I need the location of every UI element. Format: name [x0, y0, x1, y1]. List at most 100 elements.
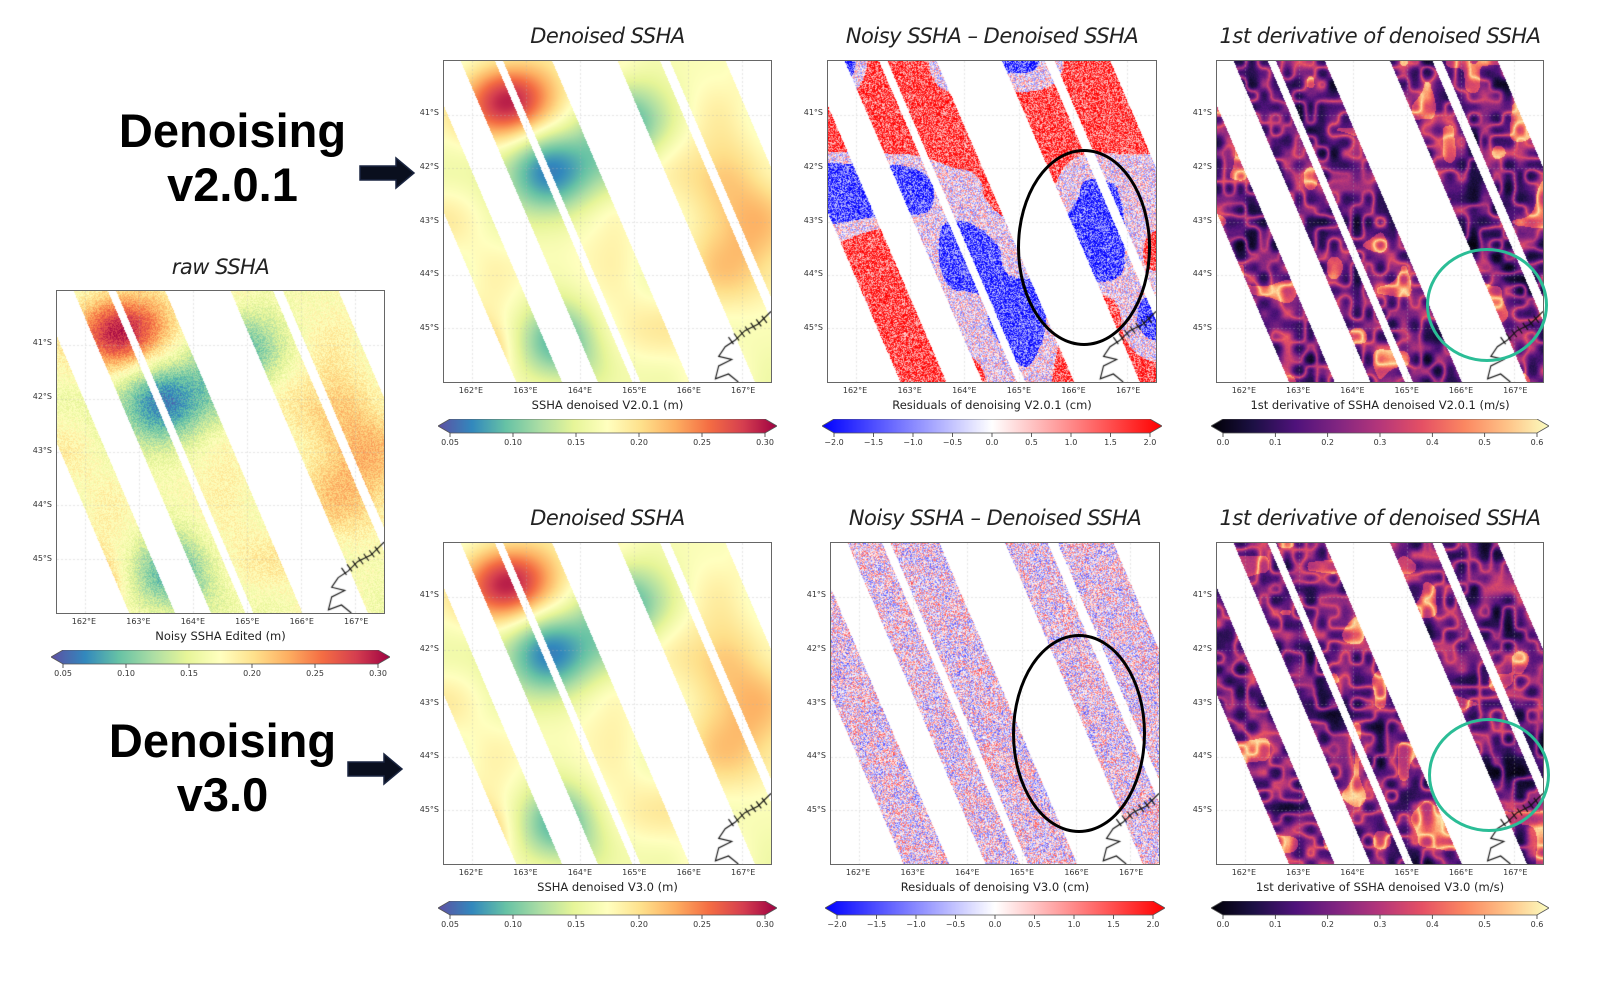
lon-tick-label: 166°E	[289, 617, 314, 626]
lon-tick-label: 164°E	[955, 868, 980, 877]
colorbar-tick-label: 0.15	[567, 438, 585, 447]
colorbar-tick-label: 0.1	[1268, 920, 1282, 929]
lat-tick-label: 42°S	[803, 161, 823, 171]
colorbar-tick-label: 0.05	[441, 920, 459, 929]
colorbar-tick-label: 0.30	[369, 669, 387, 678]
lat-tick-label: 42°S	[1192, 161, 1212, 171]
colorbar-tick-label: 0.25	[693, 920, 711, 929]
colorbar-tick-label: −2.0	[827, 920, 847, 929]
lon-tick-label: 165°E	[622, 868, 647, 877]
lat-tick-label: 45°S	[1192, 322, 1212, 332]
colorbar	[822, 419, 1162, 437]
colorbar-label: Residuals of denoising V3.0 (cm)	[900, 880, 1090, 894]
colorbar-tick-label: 0.20	[630, 438, 648, 447]
lat-tick-label: 42°S	[1192, 643, 1212, 653]
colorbar-tick-label: 0.2	[1321, 920, 1335, 929]
lon-tick-label: 163°E	[513, 386, 538, 395]
colorbar-tick-label: 0.05	[54, 669, 72, 678]
map-image	[831, 543, 1159, 864]
lon-tick-label: 166°E	[676, 386, 701, 395]
lon-tick-label: 165°E	[1394, 868, 1419, 877]
colorbar-tick-label: 0.5	[1028, 920, 1041, 929]
colorbar	[51, 650, 390, 668]
lon-tick-label: 166°E	[1064, 868, 1089, 877]
colorbar-tick-label: 0.3	[1373, 920, 1387, 929]
lon-tick-label: 163°E	[1285, 386, 1311, 395]
map-image	[57, 291, 384, 613]
lat-tick-label: 41°S	[32, 338, 52, 348]
label-denoising-v30: Denoising v3.0	[90, 714, 355, 822]
lat-tick-label: 42°S	[806, 643, 826, 653]
colorbar-tick-label: 2.0	[1146, 920, 1160, 929]
lat-tick-label: 43°S	[1192, 215, 1212, 225]
lon-tick-label: 167°E	[731, 868, 756, 877]
lat-tick-label: 41°S	[803, 108, 823, 118]
colorbar-gradient	[825, 901, 1165, 916]
lat-tick-label: 42°S	[419, 643, 439, 653]
lon-tick-label: 163°E	[1285, 868, 1311, 877]
lat-tick-label: 43°S	[419, 697, 439, 707]
lon-tick-label: 164°E	[1340, 868, 1365, 877]
lat-tick-label: 45°S	[419, 322, 439, 332]
lat-tick-label: 44°S	[1192, 751, 1212, 761]
colorbar-tick-label: 0.0	[988, 920, 1002, 929]
map-image	[444, 61, 771, 382]
colorbar-tick-label: −0.5	[942, 438, 963, 447]
colorbar-tick-label: 0.5	[1478, 438, 1492, 447]
lat-tick-label: 43°S	[806, 697, 826, 707]
lat-tick-label: 44°S	[1192, 269, 1212, 279]
lat-tick-label: 45°S	[806, 804, 826, 814]
colorbar-tick-label: −1.0	[906, 920, 926, 929]
lat-tick-label: 44°S	[806, 751, 826, 761]
lon-tick-label: 163°E	[126, 617, 151, 626]
lat-tick-label: 44°S	[419, 751, 439, 761]
lon-tick-label: 167°E	[731, 386, 756, 395]
lon-tick-label: 166°E	[1061, 386, 1086, 395]
lat-tick-label: 43°S	[419, 215, 439, 225]
arrow-right-icon	[347, 752, 404, 786]
label-denoising-v30-line2: v3.0	[176, 768, 269, 821]
colorbar-label: SSHA denoised V3.0 (m)	[537, 880, 678, 894]
colorbar-tick-label: 0.10	[504, 920, 522, 929]
colorbar-tick-label: 1.0	[1064, 438, 1078, 447]
colorbar-tick-label: −1.5	[863, 438, 884, 447]
lat-tick-label: 41°S	[419, 108, 439, 118]
lon-tick-label: 167°E	[1503, 386, 1528, 395]
colorbar-tick-label: 0.6	[1530, 438, 1544, 447]
lat-tick-label: 44°S	[32, 499, 52, 509]
lat-tick-label: 44°S	[803, 269, 823, 279]
lat-tick-label: 43°S	[32, 446, 52, 455]
lon-tick-label: 164°E	[952, 386, 977, 395]
map-image	[1217, 543, 1543, 864]
colorbar	[438, 419, 777, 437]
map-plot	[56, 290, 385, 614]
lon-tick-label: 162°E	[845, 868, 871, 877]
colorbar-tick-label: 0.30	[756, 920, 774, 929]
colorbar-tick-label: −1.0	[903, 438, 923, 447]
lon-tick-label: 162°E	[842, 386, 868, 395]
colorbar-label: Residuals of denoising V2.0.1 (cm)	[892, 398, 1092, 412]
colorbar-tick-label: 0.5	[1478, 920, 1492, 929]
colorbar-label: SSHA denoised V2.0.1 (m)	[531, 398, 684, 412]
colorbar-tick-label: 0.4	[1425, 438, 1439, 447]
colorbar-tick-label: 0.10	[117, 669, 135, 678]
lat-tick-label: 44°S	[419, 269, 439, 279]
lon-tick-label: 163°E	[900, 868, 925, 877]
map-image	[828, 61, 1156, 382]
colorbar-tick-label: 2.0	[1143, 438, 1157, 447]
lon-tick-label: 166°E	[676, 868, 701, 877]
colorbar-tick-label: 0.10	[504, 438, 522, 447]
panel-title: Denoised SSHA	[530, 24, 685, 48]
lon-tick-label: 165°E	[1006, 386, 1032, 395]
lat-tick-label: 45°S	[1192, 804, 1212, 814]
colorbar-tick-label: 1.5	[1104, 438, 1117, 447]
colorbar-tick-label: 0.15	[180, 669, 198, 678]
colorbar-tick-label: 0.15	[567, 920, 585, 929]
panel-title: Noisy SSHA – Denoised SSHA	[845, 24, 1139, 48]
lon-tick-label: 164°E	[1340, 386, 1365, 395]
lon-tick-label: 164°E	[180, 617, 206, 626]
colorbar-tick-label: −1.5	[866, 920, 887, 929]
colorbar-tick-label: 0.20	[243, 669, 261, 678]
colorbar-tick-label: 0.4	[1425, 920, 1439, 929]
label-denoising-v201-line2: v2.0.1	[167, 158, 298, 211]
